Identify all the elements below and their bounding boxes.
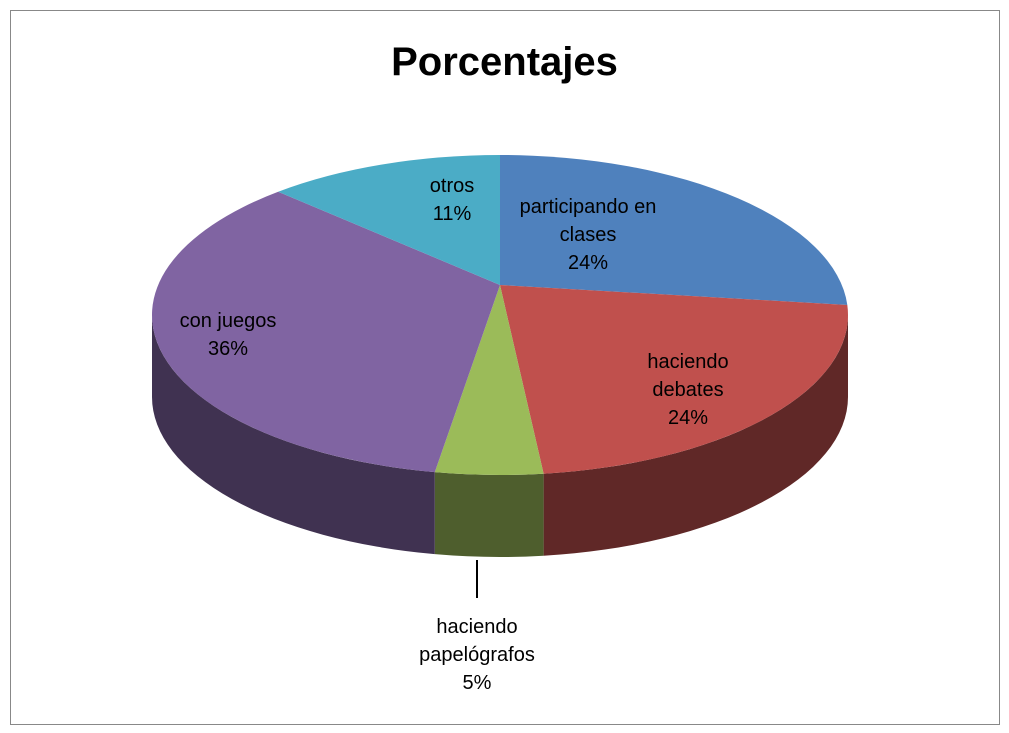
slice — [500, 155, 848, 305]
slice — [152, 191, 500, 473]
category-label: otros — [429, 175, 475, 197]
data-label: con juegos 36% — [158, 307, 298, 363]
slice-side — [434, 472, 544, 557]
category-label: haciendo debates — [647, 351, 729, 401]
value-label: 24% — [567, 252, 609, 274]
slice-side — [543, 315, 848, 556]
value-label: 11% — [432, 203, 472, 225]
value-label: 36% — [207, 338, 249, 360]
data-label: otros 11% — [407, 172, 497, 228]
chart-title: Porcentajes — [391, 40, 618, 84]
category-label: participando en clases — [519, 196, 657, 246]
data-label: haciendo debates 24% — [623, 348, 753, 432]
data-label: haciendo papelógrafos 5% — [397, 613, 557, 697]
value-label: 24% — [667, 407, 709, 429]
category-label: haciendo papelógrafos — [419, 616, 535, 666]
slice — [434, 285, 544, 475]
value-label: 5% — [462, 672, 492, 694]
category-label: con juegos — [179, 310, 277, 332]
slice — [500, 285, 848, 474]
data-label: participando en clases 24% — [493, 193, 683, 277]
slice — [278, 155, 500, 285]
slice-side — [152, 315, 435, 555]
chart-frame — [10, 10, 1000, 725]
